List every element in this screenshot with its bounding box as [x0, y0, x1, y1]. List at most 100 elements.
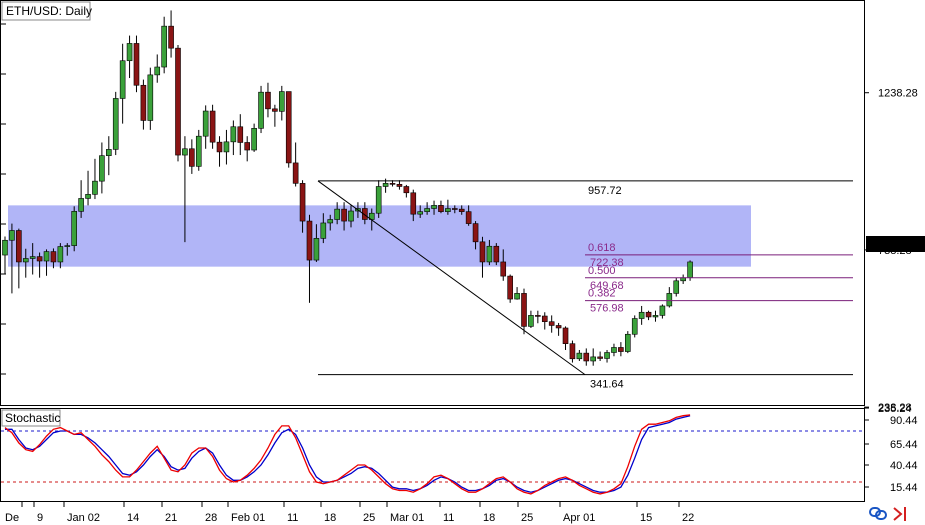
candle-body — [230, 126, 237, 143]
candle-body — [618, 347, 624, 352]
candle-body — [493, 245, 500, 263]
fib-ratio-label: 0.618 — [588, 242, 616, 254]
fib-price-label: 576.98 — [590, 303, 624, 315]
candle-body — [126, 43, 133, 62]
fib-price-label: 722.38 — [590, 257, 624, 269]
candles-layer — [2, 10, 693, 366]
candle-body — [431, 205, 437, 209]
candle-body — [500, 261, 507, 277]
candle-body — [195, 135, 202, 167]
candle-body — [64, 245, 71, 247]
candle-body — [417, 211, 424, 215]
time-axis-label: 11 — [443, 512, 454, 524]
candle-body — [327, 219, 334, 224]
candle-body — [583, 352, 590, 362]
time-axis-label: De — [5, 512, 19, 524]
candle-body — [451, 208, 458, 210]
stochastic-axis-label: 65.44 — [890, 439, 918, 451]
candle-body — [36, 256, 43, 262]
candle-body — [92, 180, 98, 195]
candle-body — [403, 186, 410, 194]
candle-body — [299, 183, 306, 222]
candle-body — [71, 211, 77, 246]
candle-body — [375, 186, 382, 214]
time-axis-label: 9 — [37, 512, 43, 524]
stochastic-title-box — [1, 409, 61, 427]
candle-body — [528, 315, 534, 327]
fib-trend-line — [317, 180, 586, 376]
current-price-tag — [866, 236, 925, 252]
candle-body — [341, 208, 347, 222]
candle-body — [16, 230, 22, 263]
candle-body — [216, 141, 223, 153]
candle-body — [652, 315, 659, 318]
candle-body — [673, 280, 680, 294]
candle-body — [424, 208, 430, 212]
candle-body — [112, 98, 119, 150]
candle-body — [389, 183, 396, 185]
candle-body — [631, 318, 638, 335]
time-axis-label: 22 — [682, 512, 694, 524]
candle-body — [202, 110, 209, 137]
candle-body — [479, 241, 486, 263]
candle-body — [209, 110, 216, 143]
fib-ratio-label: 0.500 — [588, 265, 616, 277]
candle-body — [292, 162, 299, 184]
time-axis-label: 18 — [324, 512, 336, 524]
stochastic-layer — [1, 414, 864, 495]
link-icon[interactable] — [869, 507, 887, 520]
candle-body — [133, 43, 140, 86]
chart-title-box — [1, 1, 91, 21]
price-axis-label: 1238.28 — [878, 88, 918, 100]
candle-body — [624, 333, 631, 352]
candle-body — [576, 352, 583, 360]
stochastic-line — [5, 415, 691, 493]
candle-body — [2, 239, 8, 256]
candle-body — [562, 327, 569, 344]
candle-body — [569, 343, 576, 360]
candle-body — [147, 74, 154, 121]
candle-body — [438, 205, 444, 212]
candle-body — [189, 148, 195, 167]
time-axis-label: 14 — [127, 512, 139, 524]
price-axis-label: 235.24 — [878, 403, 912, 415]
swing-low-label: 341.64 — [590, 379, 624, 391]
time-axis-label: Apr 01 — [563, 512, 595, 524]
candle-body — [168, 25, 174, 49]
candle-body — [320, 222, 327, 239]
price-axis-label: 238.28 — [878, 402, 912, 414]
time-axis-label: 21 — [165, 512, 177, 524]
fib-ratio-label: 0.382 — [588, 288, 616, 300]
stochastic-panel-frame — [0, 408, 865, 502]
candle-body — [507, 275, 513, 300]
candle-body — [410, 192, 417, 215]
time-axis-label: Feb 01 — [231, 512, 265, 524]
candle-body — [313, 238, 320, 261]
candle-body — [43, 251, 50, 262]
candle-body — [161, 25, 167, 68]
time-axis-label: 28 — [205, 512, 217, 524]
stochastic-axis-label: 90.44 — [890, 415, 918, 427]
time-axis-label: Jan 02 — [67, 512, 100, 524]
price-panel-frame — [0, 0, 865, 406]
fib-price-label: 649.68 — [590, 280, 624, 292]
candle-body — [334, 208, 340, 220]
candle-body — [597, 356, 603, 359]
support-resistance-zone — [8, 205, 751, 267]
candle-body — [265, 91, 271, 110]
candle-body — [22, 258, 29, 263]
candle-body — [348, 210, 354, 222]
candle-body — [486, 245, 493, 263]
candle-body — [548, 321, 555, 326]
candle-body — [154, 66, 161, 76]
time-axis-label: 18 — [483, 512, 495, 524]
arrow-to-end-icon[interactable] — [893, 507, 906, 521]
candle-body — [687, 261, 693, 278]
candle-body — [590, 356, 597, 362]
candle-body — [541, 315, 548, 322]
candle-body — [638, 311, 645, 319]
candle-body — [78, 198, 84, 212]
candle-body — [182, 148, 188, 156]
time-axis-label: 15 — [640, 512, 652, 524]
